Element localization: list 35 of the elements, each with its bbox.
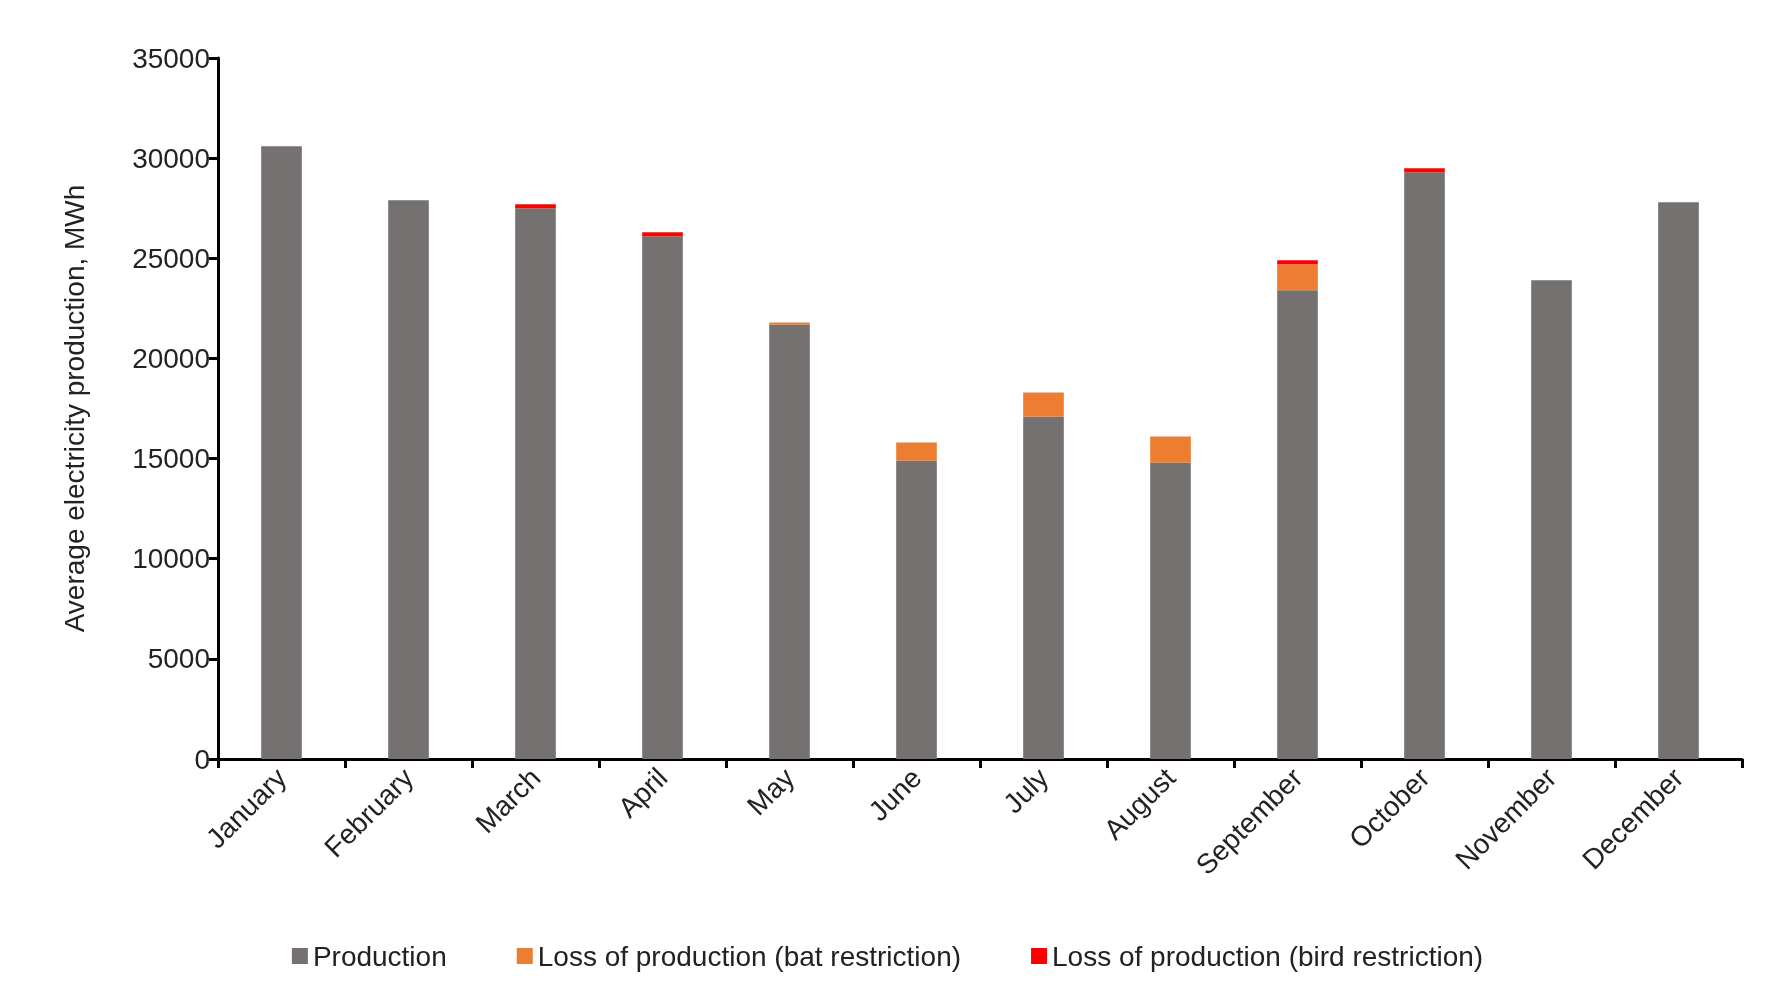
bar [1277,264,1318,291]
y-tick-label: 15000 [132,443,210,475]
y-tick-label: 0 [194,743,210,775]
y-tick-label: 30000 [132,142,210,174]
x-tick-label: July [997,762,1055,820]
bar [769,322,810,325]
legend-label: Loss of production (bird restriction) [1052,940,1484,972]
y-tick-label: 25000 [132,242,210,274]
bar [1277,290,1318,759]
bar [1023,416,1064,759]
bar [261,146,302,759]
bar [1404,172,1445,759]
bar [642,232,683,237]
legend-label: Production [312,940,447,972]
bar [515,208,556,759]
bar [642,236,683,759]
bar [1531,280,1572,759]
bar [1150,436,1191,463]
bar [1658,202,1699,759]
bar [896,442,937,461]
y-tick-label: 5000 [147,643,210,675]
bar [1150,462,1191,759]
bar [769,324,810,759]
x-tick-label: May [741,762,801,822]
y-tick-label: 35000 [132,42,210,74]
bar [515,204,556,209]
y-tick-label: 20000 [132,342,210,374]
legend-label: Loss of production (bat restriction) [537,940,962,972]
y-axis-title: Average electricity production, MWh [58,184,90,633]
y-tick-label: 10000 [132,543,210,575]
bar [1404,168,1445,173]
bar [896,460,937,759]
bar [388,200,429,759]
bar [1277,260,1318,265]
bar [1023,392,1064,417]
